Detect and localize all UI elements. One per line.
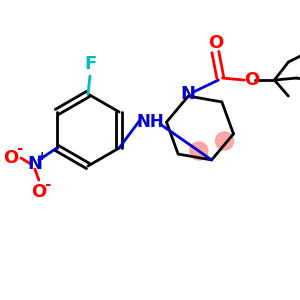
Text: O: O xyxy=(244,71,259,89)
Circle shape xyxy=(216,132,234,150)
Text: -: - xyxy=(16,140,22,155)
Text: F: F xyxy=(84,55,96,73)
Text: O: O xyxy=(208,34,223,52)
Text: -: - xyxy=(44,176,50,191)
Circle shape xyxy=(190,142,208,160)
Text: NH: NH xyxy=(136,113,164,131)
Text: O: O xyxy=(3,149,18,167)
Text: N: N xyxy=(27,155,42,173)
Text: N: N xyxy=(181,85,196,103)
Text: +: + xyxy=(37,151,47,164)
Text: O: O xyxy=(31,183,46,201)
